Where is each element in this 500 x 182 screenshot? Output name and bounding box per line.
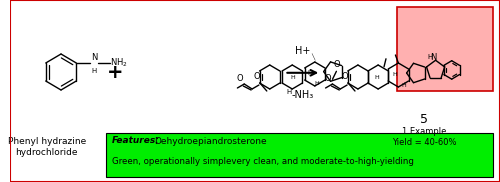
Text: N: N <box>430 53 436 62</box>
Text: H: H <box>374 75 379 80</box>
Text: Ḣ: Ḣ <box>402 83 406 88</box>
Text: H: H <box>308 70 312 76</box>
Text: H+: H+ <box>295 46 310 56</box>
Text: Features:: Features: <box>112 136 160 145</box>
Text: $\mathregular{NH_2}$: $\mathregular{NH_2}$ <box>110 57 128 69</box>
Text: 5: 5 <box>420 113 428 126</box>
Bar <box>106 133 492 177</box>
Text: Green, operationally simplevery clean, and moderate-to-high-yielding: Green, operationally simplevery clean, a… <box>112 157 414 165</box>
Text: H: H <box>392 72 397 78</box>
Text: +: + <box>107 63 124 82</box>
Text: H: H <box>315 81 320 86</box>
Text: O: O <box>333 60 340 69</box>
Text: H: H <box>91 68 96 74</box>
Text: O: O <box>236 74 244 83</box>
Text: O: O <box>325 74 332 83</box>
Text: ╲: ╲ <box>311 54 314 61</box>
Bar <box>397 7 492 91</box>
Text: Dehydroepiandrosterone: Dehydroepiandrosterone <box>154 137 267 146</box>
Text: Phenyl hydrazine
hydrochloride: Phenyl hydrazine hydrochloride <box>8 137 86 157</box>
Text: O: O <box>342 72 348 81</box>
Text: H: H <box>428 54 432 60</box>
Text: H: H <box>290 75 295 80</box>
Text: Ḣ: Ḣ <box>286 88 292 95</box>
Text: O: O <box>254 72 260 81</box>
Text: -NH₃: -NH₃ <box>292 90 314 100</box>
Text: 1 Example
Yield = 40-60%: 1 Example Yield = 40-60% <box>392 127 456 147</box>
Text: N: N <box>91 53 98 62</box>
